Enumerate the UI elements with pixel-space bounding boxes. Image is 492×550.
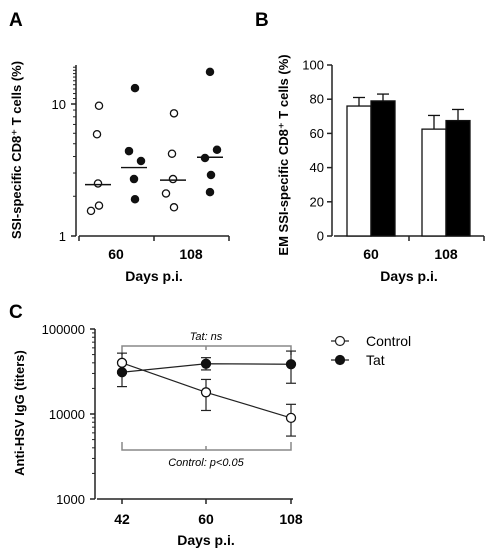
panel-label-b: B	[255, 10, 269, 31]
a-ytick-label: 1	[59, 229, 66, 244]
a-data-point	[168, 174, 178, 184]
b-ytick-label: 80	[310, 92, 324, 107]
a-data-point	[86, 206, 96, 216]
b-ytick-label: 20	[310, 194, 324, 209]
legend-label-tat: Tat	[366, 352, 385, 368]
b-ytick-label: 60	[310, 126, 324, 141]
a-yaxis-label: SSI-specific CD8⁺ T cells (%)	[9, 61, 24, 239]
c-data-point	[285, 412, 297, 424]
a-data-point	[161, 189, 171, 198]
panel-c: 100000 10000 1000 42 60 108 Days p.i. An…	[12, 322, 411, 548]
panel-a: 1 10 60 108 Days p.i. SSI-specific CD8⁺ …	[9, 61, 230, 284]
panel-a-axes	[71, 65, 230, 241]
b-bar	[346, 105, 372, 237]
a-data-point	[167, 149, 177, 158]
b-yaxis-label: EM SSI-specific CD8⁺ T cells (%)	[276, 54, 291, 255]
a-data-point	[130, 194, 140, 204]
b-y-ticks: 0 20 40 60 80 100	[302, 58, 332, 244]
c-xtick-label: 108	[279, 511, 303, 527]
a-points	[85, 67, 223, 216]
b-bar	[445, 119, 471, 237]
a-data-point	[129, 174, 139, 184]
a-data-point	[94, 201, 104, 210]
c-series	[116, 350, 297, 437]
b-xtick-label: 108	[434, 246, 458, 262]
c-ytick-label: 100000	[42, 322, 85, 337]
c-yaxis-label: Anti-HSV IgG (titers)	[12, 350, 27, 476]
c-data-point	[285, 359, 297, 370]
c-top-annotation: Tat: ns	[190, 331, 223, 343]
a-data-point	[206, 170, 216, 180]
a-xtick-label: 60	[108, 246, 124, 262]
legend-marker-tat	[334, 354, 346, 366]
a-data-point	[205, 187, 215, 197]
panel-b: 0 20 40 60 80 100 60 108 Days p.i. EM SSI-spe…	[276, 54, 485, 284]
legend-label-control: Control	[366, 333, 411, 349]
a-data-point	[169, 109, 179, 118]
c-data-point	[200, 358, 212, 369]
b-ytick-label: 0	[317, 229, 324, 244]
a-xtick-label: 108	[179, 246, 203, 262]
a-data-point	[200, 153, 210, 163]
legend-marker-control	[334, 335, 346, 347]
a-data-point	[94, 101, 104, 110]
a-data-point	[124, 146, 134, 156]
c-ytick-label: 10000	[49, 407, 85, 422]
a-data-point	[93, 179, 103, 188]
c-data-point	[200, 387, 212, 398]
a-data-point	[212, 145, 222, 155]
b-xtick-label: 60	[363, 246, 379, 262]
a-data-point	[92, 129, 102, 139]
a-data-point	[205, 67, 215, 77]
a-xaxis-label: Days p.i.	[125, 268, 183, 284]
c-xaxis-label: Days p.i.	[177, 532, 235, 548]
c-xtick-label: 42	[114, 511, 130, 527]
b-bar	[370, 100, 396, 237]
c-legend: Control Tat	[331, 333, 411, 368]
a-ytick-label: 10	[52, 97, 66, 112]
b-bars	[346, 93, 471, 237]
c-bottom-annotation: Control: p<0.05	[168, 457, 244, 469]
a-data-point	[136, 156, 146, 166]
c-data-point	[116, 367, 128, 378]
b-ytick-label: 40	[310, 160, 324, 175]
a-data-point	[169, 203, 179, 212]
b-xaxis-label: Days p.i.	[380, 268, 438, 284]
panel-label-c: C	[9, 302, 23, 323]
b-bar	[421, 128, 447, 237]
panel-label-a: A	[9, 10, 23, 31]
c-ytick-label: 1000	[56, 492, 85, 507]
b-ytick-label: 100	[302, 58, 324, 73]
c-data-point	[116, 357, 128, 368]
c-xtick-label: 60	[198, 511, 214, 527]
a-data-point	[130, 83, 140, 93]
